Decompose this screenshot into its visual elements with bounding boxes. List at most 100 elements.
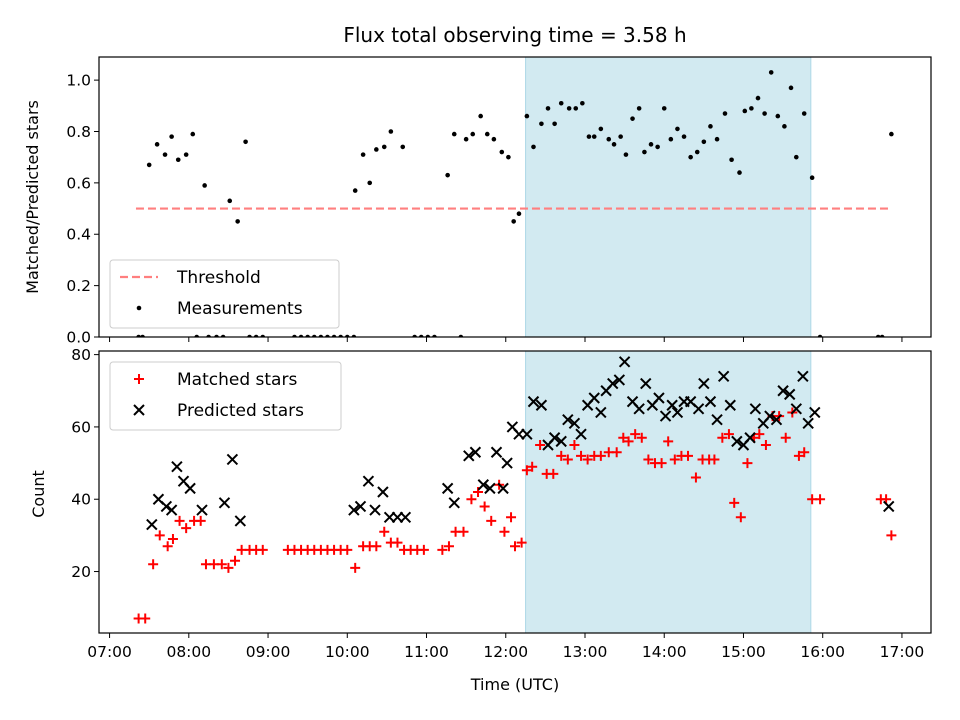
data-point	[595, 406, 607, 419]
y-tick-label: 80	[71, 346, 91, 364]
data-point	[653, 392, 665, 404]
data-point	[165, 504, 178, 516]
data-point	[780, 432, 791, 443]
data-point	[618, 356, 631, 368]
bottom-y-axis-label: Count	[29, 470, 48, 518]
x-tick-label: 15:00	[721, 643, 766, 661]
y-tick-label: 20	[71, 563, 91, 581]
data-point	[764, 410, 776, 422]
data-point	[575, 428, 587, 440]
data-point	[218, 497, 231, 509]
data-point	[527, 461, 538, 472]
data-point	[698, 377, 710, 390]
data-point	[527, 395, 540, 408]
data-point	[588, 392, 600, 404]
data-point	[469, 446, 482, 458]
data-point	[510, 541, 520, 552]
data-point	[369, 504, 381, 516]
data-point	[360, 152, 366, 157]
top-panel: 0.0 0.2 0.4 0.6 0.8 1.0 Threshold Measurements	[66, 56, 932, 347]
y-tick-label: 0.6	[66, 174, 91, 192]
data-point	[377, 486, 389, 498]
data-point	[683, 450, 694, 461]
data-point	[782, 124, 787, 129]
data-point	[511, 219, 516, 224]
legend-marker	[133, 404, 145, 416]
data-point	[642, 149, 647, 155]
data-point	[374, 147, 379, 152]
data-point	[392, 537, 403, 548]
data-point	[367, 180, 373, 186]
x-tick-label: 08:00	[166, 643, 211, 661]
data-point	[793, 154, 799, 160]
data-point	[636, 106, 642, 111]
data-point	[704, 395, 717, 408]
data-point	[788, 85, 794, 91]
data-point	[562, 454, 573, 465]
data-point	[775, 113, 781, 119]
data-point	[516, 537, 527, 548]
data-point	[799, 447, 810, 458]
data-point	[524, 113, 530, 119]
data-point	[742, 108, 748, 114]
data-point	[470, 131, 476, 137]
data-point	[655, 144, 660, 150]
data-point	[479, 501, 490, 512]
data-point	[162, 541, 173, 552]
data-point	[216, 559, 227, 570]
x-tick-label: 14:00	[642, 643, 687, 661]
data-point	[793, 450, 804, 461]
y-tick-label: 0.4	[66, 226, 91, 244]
data-point	[723, 429, 734, 440]
series-measurements	[136, 70, 894, 337]
data-point	[768, 70, 774, 75]
bottom-panel: 20 40 60 80 07:00 08:00 09:00 10:00 11:00 12:00 13…	[71, 346, 932, 661]
data-point	[809, 406, 821, 419]
data-point	[535, 440, 546, 450]
x-axis-ticks: 07:00 08:00 09:00 10:00 11:00 12:00 13:00 14:00…	[87, 633, 924, 661]
data-point	[883, 500, 895, 513]
data-point	[463, 450, 475, 462]
data-point	[755, 95, 761, 101]
data-point	[582, 454, 593, 465]
data-point	[354, 500, 367, 513]
data-point	[618, 432, 629, 443]
data-point	[749, 106, 754, 111]
data-point	[573, 106, 579, 111]
data-point	[580, 100, 585, 106]
data-point	[668, 136, 674, 142]
data-point	[531, 144, 536, 150]
plot-area	[135, 70, 894, 337]
data-point	[174, 515, 185, 526]
x-axis-label: Time (UTC)	[470, 675, 559, 694]
data-point	[722, 111, 728, 116]
data-point	[802, 417, 814, 430]
data-point	[801, 111, 807, 116]
y-tick-label: 40	[71, 491, 91, 509]
data-point	[181, 523, 192, 534]
data-point	[499, 149, 505, 155]
data-point	[477, 479, 490, 491]
data-point	[202, 183, 207, 188]
data-point	[466, 494, 477, 505]
data-point	[362, 475, 375, 487]
data-point	[175, 157, 181, 163]
data-point	[661, 106, 667, 111]
data-point	[636, 432, 647, 443]
data-point	[675, 126, 680, 132]
data-point	[162, 152, 168, 157]
data-point	[742, 458, 753, 469]
legend-box	[109, 259, 340, 329]
data-point	[681, 134, 687, 139]
y-tick-label: 0.0	[66, 329, 91, 347]
data-point	[749, 403, 762, 415]
data-point	[656, 458, 667, 469]
data-point	[506, 512, 517, 523]
data-point	[348, 504, 360, 516]
data-point	[490, 446, 503, 458]
data-point	[886, 530, 897, 541]
data-point	[555, 435, 567, 448]
data-point	[595, 450, 606, 461]
